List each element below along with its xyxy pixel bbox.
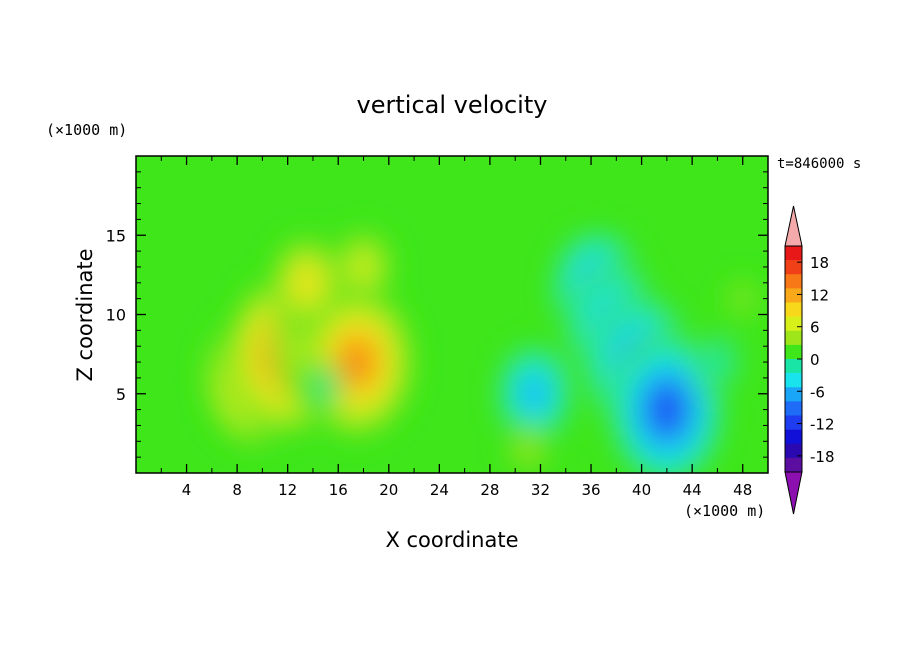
colorbar-tick-label: 12 xyxy=(810,286,829,304)
time-label: t=846000 s xyxy=(777,156,861,172)
colorbar-band xyxy=(785,457,802,473)
colorbar-band xyxy=(785,288,802,303)
colorbar-tick-label: 6 xyxy=(810,319,820,337)
x-tick-label: 12 xyxy=(278,481,297,499)
x-tick-label: 16 xyxy=(329,481,348,499)
field-blob-11 xyxy=(522,378,546,409)
colorbar-band xyxy=(785,330,802,346)
x-tick-label: 20 xyxy=(379,481,398,499)
x-tick-label: 48 xyxy=(733,481,752,499)
y-tick-label: 10 xyxy=(106,306,126,325)
colorbar-tick-label: -6 xyxy=(810,383,825,401)
x-tick-label: 24 xyxy=(430,481,449,499)
colorbar-band xyxy=(785,387,802,402)
velocity-field xyxy=(136,156,768,473)
colorbar-tick-label: -12 xyxy=(810,416,835,434)
x-tick-label: 32 xyxy=(531,481,550,499)
colorbar-tick-label: -18 xyxy=(810,448,835,466)
chart-title: vertical velocity xyxy=(357,91,548,119)
colorbar-under-arrow xyxy=(784,471,803,515)
y-tick-label: 5 xyxy=(116,385,126,404)
field-features xyxy=(202,225,760,473)
x-tick-label: 44 xyxy=(683,481,702,499)
field-blob-10 xyxy=(655,394,679,425)
colorbar-over-arrow xyxy=(784,205,803,247)
x-tick-label: 28 xyxy=(480,481,499,499)
colorbar: 18 12 6 0 -6 -12 -18 xyxy=(784,205,835,515)
field-blob-3 xyxy=(345,346,369,378)
colorbar-band xyxy=(785,302,802,317)
colorbar-band xyxy=(785,316,802,332)
colorbar-band xyxy=(785,344,802,360)
colorbar-band xyxy=(785,373,802,388)
colorbar-band xyxy=(785,260,802,275)
colorbar-tick-label: 18 xyxy=(810,254,829,272)
colorbar-band xyxy=(785,415,802,430)
x-tick-label: 4 xyxy=(182,481,192,499)
y-tick-label: 15 xyxy=(106,226,126,245)
field-blob-5 xyxy=(351,251,376,283)
x-axis-label: X coordinate xyxy=(385,528,518,552)
field-blob-12 xyxy=(515,432,541,466)
colorbar-band xyxy=(785,246,802,261)
colorbar-tick-label: 0 xyxy=(810,351,820,369)
colorbar-band xyxy=(785,401,802,416)
y-axis-label: Z coordinate xyxy=(73,248,97,381)
field-blob-4 xyxy=(296,268,318,297)
x-unit-label: (×1000 m) xyxy=(684,502,765,520)
field-blob-6 xyxy=(316,373,335,399)
colorbar-band xyxy=(785,429,802,445)
x-tick-label: 8 xyxy=(232,481,242,499)
colorbar-band xyxy=(785,443,802,459)
y-unit-label: (×1000 m) xyxy=(46,121,127,139)
x-tick-label: 40 xyxy=(632,481,651,499)
field-blob-14 xyxy=(733,286,752,312)
colorbar-band xyxy=(785,274,802,289)
field-blob-13 xyxy=(703,343,732,381)
colorbar-band xyxy=(785,359,802,374)
x-tick-label: 36 xyxy=(581,481,600,499)
